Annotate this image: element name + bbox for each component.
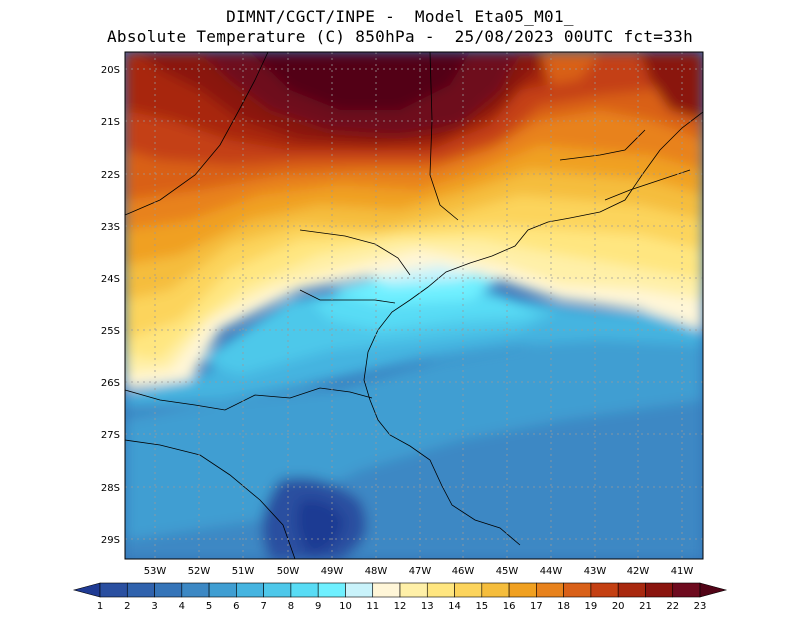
colorbar-labels: 1 2 3 4 5 6 7 8 9 10 11 12 13 14 15 16 17 18 19 20 21 22 23	[97, 601, 707, 612]
latitude-labels: 20S 21S 22S 23S 24S 25S 26S 27S 28S 29S	[101, 65, 120, 546]
lon-label: 49W	[321, 566, 344, 577]
colorbar-swatch	[99, 582, 128, 598]
lon-label: 41W	[671, 566, 694, 577]
longitude-labels: 53W 52W 51W 50W 49W 48W 47W 46W 45W 44W …	[144, 566, 694, 577]
colorbar-swatch	[481, 582, 510, 598]
lon-label: 47W	[409, 566, 432, 577]
map-title-line1: DIMNT/CGCT/INPE - Model Eta05_M01_	[226, 7, 574, 26]
lat-label: 23S	[101, 222, 120, 233]
colorbar-label: 9	[315, 601, 321, 612]
colorbar-swatch	[345, 582, 374, 598]
lon-label: 45W	[496, 566, 519, 577]
colorbar-swatch	[617, 582, 646, 598]
colorbar-swatch	[263, 582, 292, 598]
colorbar-swatch	[126, 582, 155, 598]
colorbar-label: 16	[503, 601, 516, 612]
colorbar-label: 21	[639, 601, 652, 612]
colorbar	[72, 582, 728, 598]
colorbar-swatch	[154, 582, 183, 598]
colorbar-swatch	[426, 582, 455, 598]
colorbar-swatch	[454, 582, 483, 598]
lat-label: 20S	[101, 65, 120, 76]
map-frame	[124, 51, 704, 560]
lat-label: 25S	[101, 326, 120, 337]
colorbar-label: 23	[694, 601, 707, 612]
colorbar-label: 14	[448, 601, 461, 612]
colorbar-swatch	[236, 582, 264, 598]
colorbar-arrow-right	[699, 582, 728, 598]
colorbar-arrow-left	[72, 582, 101, 598]
colorbar-label: 11	[366, 601, 379, 612]
lon-label: 46W	[452, 566, 475, 577]
colorbar-label: 6	[233, 601, 239, 612]
colorbar-label: 3	[151, 601, 157, 612]
colorbar-label: 4	[179, 601, 185, 612]
colorbar-swatch	[563, 582, 592, 598]
colorbar-label: 12	[394, 601, 407, 612]
colorbar-swatch	[372, 582, 401, 598]
colorbar-swatch	[399, 582, 428, 598]
lat-label: 27S	[101, 430, 120, 441]
colorbar-swatch	[317, 582, 346, 598]
colorbar-swatch	[208, 582, 237, 598]
colorbar-swatch	[508, 582, 537, 598]
temperature-field	[125, 52, 703, 559]
colorbar-label: 2	[124, 601, 130, 612]
coastline-borders	[125, 52, 703, 559]
colorbar-label: 1	[97, 601, 103, 612]
lon-label: 44W	[540, 566, 563, 577]
colorbar-label: 22	[666, 601, 679, 612]
colorbar-label: 20	[612, 601, 625, 612]
lat-label: 26S	[101, 378, 120, 389]
colorbar-label: 13	[421, 601, 434, 612]
colorbar-swatch	[672, 582, 701, 598]
lat-label: 29S	[101, 535, 120, 546]
lon-label: 42W	[627, 566, 650, 577]
lon-label: 43W	[584, 566, 607, 577]
map-title-line2: Absolute Temperature (C) 850hPa - 25/08/…	[106, 27, 694, 46]
lon-label: 51W	[232, 566, 255, 577]
colorbar-swatch	[645, 582, 674, 598]
lat-label: 28S	[101, 483, 120, 494]
lat-label: 21S	[101, 117, 120, 128]
colorbar-label: 7	[260, 601, 266, 612]
lon-label: 52W	[188, 566, 211, 577]
graticule	[125, 52, 703, 559]
colorbar-label: 17	[530, 601, 543, 612]
colorbar-swatch	[590, 582, 619, 598]
colorbar-swatch	[181, 582, 210, 598]
colorbar-label: 10	[339, 601, 352, 612]
lon-label: 50W	[277, 566, 300, 577]
colorbar-label: 8	[288, 601, 294, 612]
colorbar-swatch	[290, 582, 319, 598]
lat-label: 22S	[101, 170, 120, 181]
lon-label: 53W	[144, 566, 167, 577]
lat-label: 24S	[101, 274, 120, 285]
colorbar-label: 5	[206, 601, 212, 612]
colorbar-label: 19	[585, 601, 598, 612]
colorbar-label: 15	[475, 601, 488, 612]
colorbar-label: 18	[557, 601, 570, 612]
colorbar-swatch	[536, 582, 564, 598]
lon-label: 48W	[365, 566, 388, 577]
